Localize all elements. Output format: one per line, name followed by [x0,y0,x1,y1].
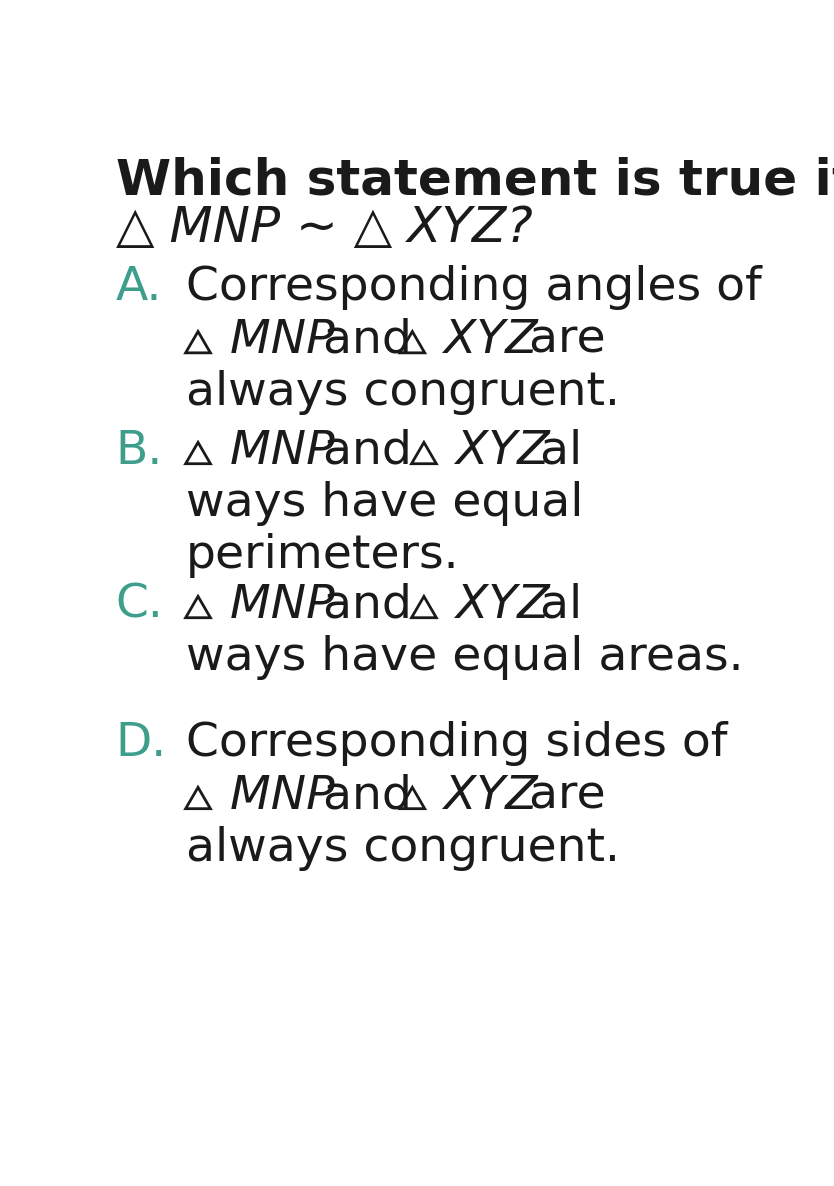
Text: Which statement is true if: Which statement is true if [116,157,834,204]
Text: al: al [525,582,582,627]
Text: D.: D. [116,721,167,766]
Text: B.: B. [116,428,163,473]
Text: ways have equal areas.: ways have equal areas. [186,635,743,680]
Text: A.: A. [116,266,163,311]
Text: perimeters.: perimeters. [186,534,460,579]
Text: always congruent.: always congruent. [186,370,620,415]
Text: always congruent.: always congruent. [186,825,620,871]
Text: al: al [525,428,582,473]
Text: XYZ: XYZ [441,428,550,473]
Text: △  MNP ∼ △  XYZ?: △ MNP ∼ △ XYZ? [116,204,533,251]
Text: Corresponding sides of: Corresponding sides of [186,721,727,766]
Text: XYZ: XYZ [430,318,538,363]
Text: MNP: MNP [215,318,334,363]
Text: MNP: MNP [215,773,334,818]
Text: MNP: MNP [215,582,334,627]
Text: Corresponding angles of: Corresponding angles of [186,266,761,311]
Text: C.: C. [116,582,163,627]
Text: are: are [514,318,605,363]
Text: and: and [308,428,442,473]
Text: XYZ: XYZ [441,582,550,627]
Text: MNP: MNP [215,428,334,473]
Text: ways have equal: ways have equal [186,482,583,527]
Text: and: and [308,318,427,363]
Text: are: are [514,773,605,818]
Text: XYZ: XYZ [430,773,538,818]
Text: and: and [308,773,427,818]
Text: and: and [308,582,442,627]
